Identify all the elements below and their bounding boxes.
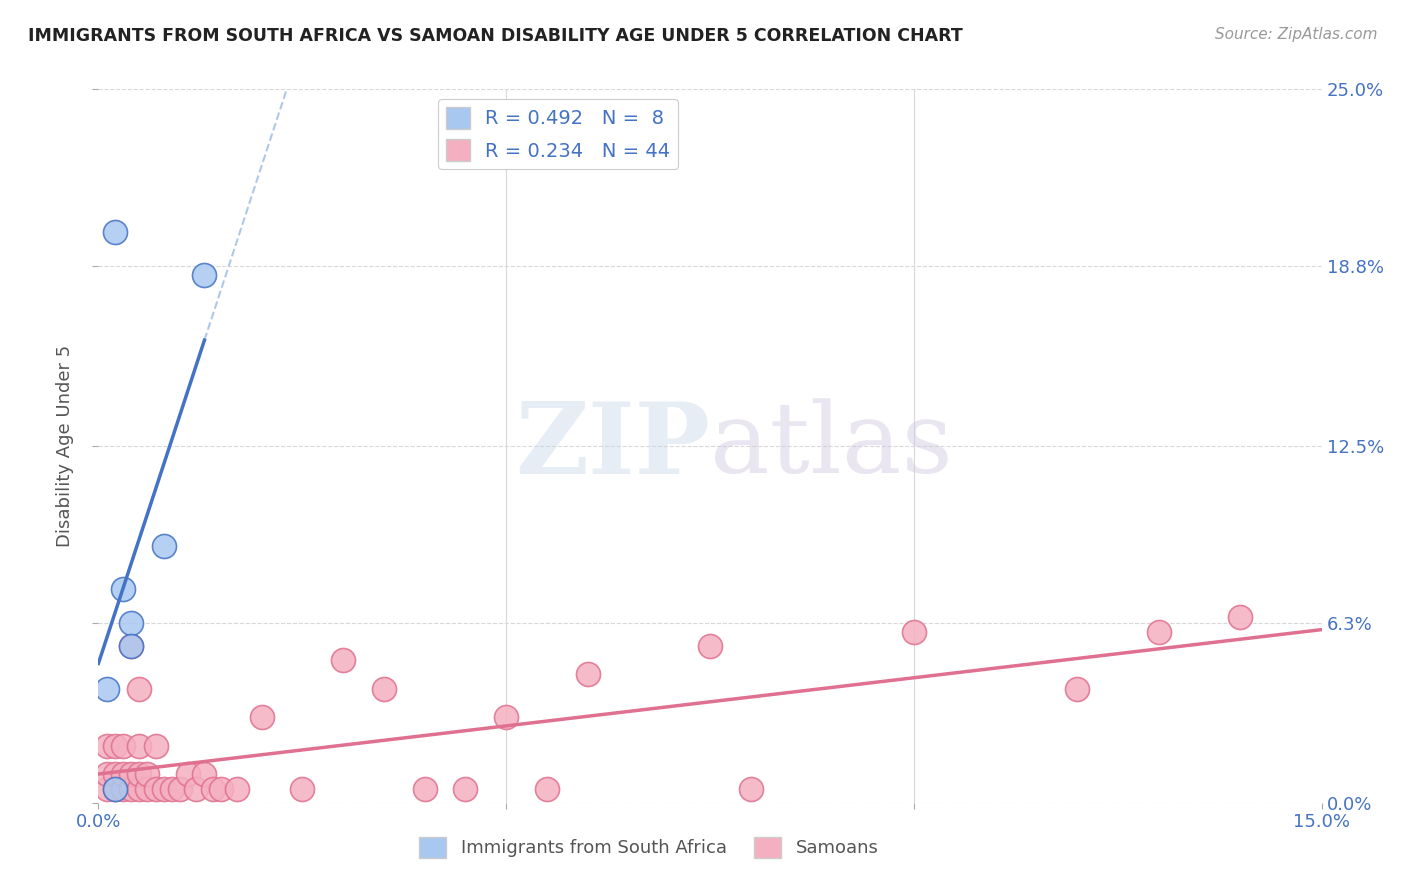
Point xyxy=(177,767,200,781)
Point xyxy=(201,781,224,796)
Point xyxy=(104,225,127,239)
Point xyxy=(104,781,127,796)
Point xyxy=(128,739,150,753)
Point xyxy=(699,639,721,653)
Y-axis label: Disability Age Under 5: Disability Age Under 5 xyxy=(56,345,75,547)
Point xyxy=(576,667,599,681)
Point xyxy=(193,767,215,781)
Point xyxy=(120,639,142,653)
Point xyxy=(1147,624,1170,639)
Point xyxy=(111,582,134,596)
Point xyxy=(495,710,517,724)
Point xyxy=(332,653,354,667)
Point xyxy=(291,781,314,796)
Point xyxy=(193,268,215,282)
Point xyxy=(169,781,191,796)
Point xyxy=(1229,610,1251,624)
Text: IMMIGRANTS FROM SOUTH AFRICA VS SAMOAN DISABILITY AGE UNDER 5 CORRELATION CHART: IMMIGRANTS FROM SOUTH AFRICA VS SAMOAN D… xyxy=(28,27,963,45)
Point xyxy=(120,767,142,781)
Point xyxy=(136,781,159,796)
Point xyxy=(152,781,174,796)
Point xyxy=(128,781,150,796)
Point xyxy=(145,781,167,796)
Point xyxy=(250,710,273,724)
Point xyxy=(536,781,558,796)
Legend: Immigrants from South Africa, Samoans: Immigrants from South Africa, Samoans xyxy=(412,830,886,865)
Point xyxy=(111,767,134,781)
Point xyxy=(186,781,208,796)
Text: atlas: atlas xyxy=(710,398,953,494)
Point xyxy=(1066,681,1088,696)
Point xyxy=(104,781,127,796)
Point xyxy=(454,781,477,796)
Point xyxy=(136,767,159,781)
Point xyxy=(104,739,127,753)
Point xyxy=(209,781,232,796)
Point xyxy=(120,615,142,630)
Point xyxy=(111,781,134,796)
Point xyxy=(226,781,249,796)
Point xyxy=(120,781,142,796)
Point xyxy=(145,739,167,753)
Point xyxy=(128,767,150,781)
Point xyxy=(96,681,118,696)
Point xyxy=(120,639,142,653)
Text: Source: ZipAtlas.com: Source: ZipAtlas.com xyxy=(1215,27,1378,42)
Point xyxy=(128,681,150,696)
Point xyxy=(96,781,118,796)
Point xyxy=(740,781,762,796)
Text: ZIP: ZIP xyxy=(515,398,710,494)
Point xyxy=(111,739,134,753)
Point xyxy=(160,781,183,796)
Point xyxy=(152,539,174,553)
Point xyxy=(373,681,395,696)
Point xyxy=(413,781,436,796)
Point xyxy=(903,624,925,639)
Point xyxy=(104,767,127,781)
Point xyxy=(96,767,118,781)
Point xyxy=(96,739,118,753)
